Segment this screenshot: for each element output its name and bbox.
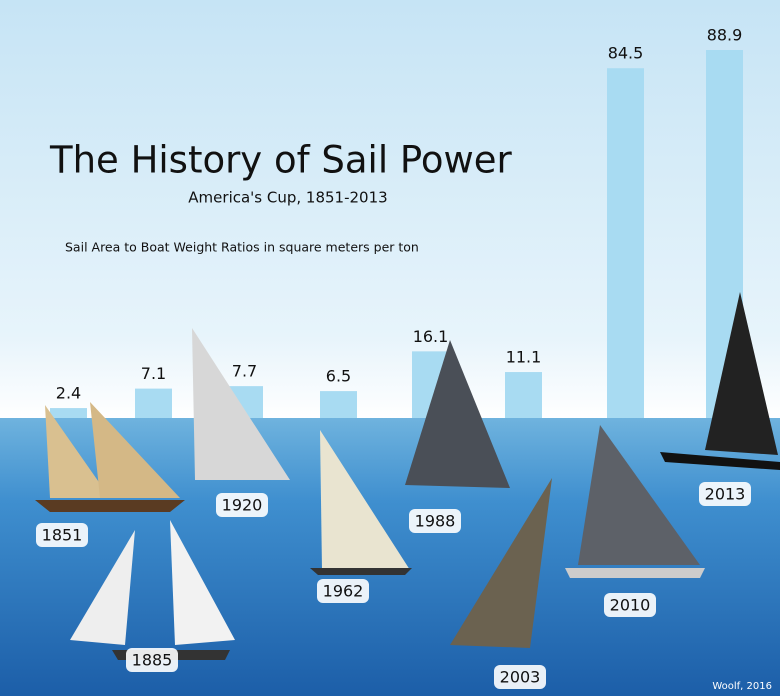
year-label: 2010 bbox=[610, 596, 651, 615]
bar bbox=[50, 408, 87, 418]
chart: 2.4 7.1 7.7 6.5 16.1 11.1 84.5 88.9 1851 1885 192… bbox=[0, 0, 780, 696]
bar bbox=[320, 391, 357, 418]
year-label: 1962 bbox=[323, 582, 364, 601]
value-label: 16.1 bbox=[413, 327, 449, 346]
bar bbox=[607, 68, 644, 418]
value-label: 88.9 bbox=[707, 26, 743, 45]
value-label: 11.1 bbox=[506, 348, 542, 367]
sky bbox=[0, 0, 780, 420]
credit: Woolf, 2016 bbox=[712, 681, 772, 692]
year-label: 2003 bbox=[500, 668, 541, 687]
value-label: 7.1 bbox=[141, 364, 166, 383]
year-label: 2013 bbox=[705, 485, 746, 504]
value-label: 2.4 bbox=[56, 384, 81, 403]
bar bbox=[505, 372, 542, 418]
year-label: 1851 bbox=[42, 526, 83, 545]
value-label: 7.7 bbox=[232, 362, 257, 381]
value-label: 84.5 bbox=[608, 44, 644, 63]
chart-title: The History of Sail Power bbox=[49, 139, 513, 182]
chart-description: Sail Area to Boat Weight Ratios in squar… bbox=[65, 240, 419, 255]
value-label: 6.5 bbox=[326, 367, 351, 386]
year-label: 1885 bbox=[132, 651, 173, 670]
year-label: 1920 bbox=[222, 496, 263, 515]
bar bbox=[135, 389, 172, 418]
infographic: 2.4 7.1 7.7 6.5 16.1 11.1 84.5 88.9 1851 1885 192… bbox=[0, 0, 780, 696]
year-label: 1988 bbox=[415, 512, 456, 531]
chart-subtitle: America's Cup, 1851-2013 bbox=[188, 189, 387, 207]
